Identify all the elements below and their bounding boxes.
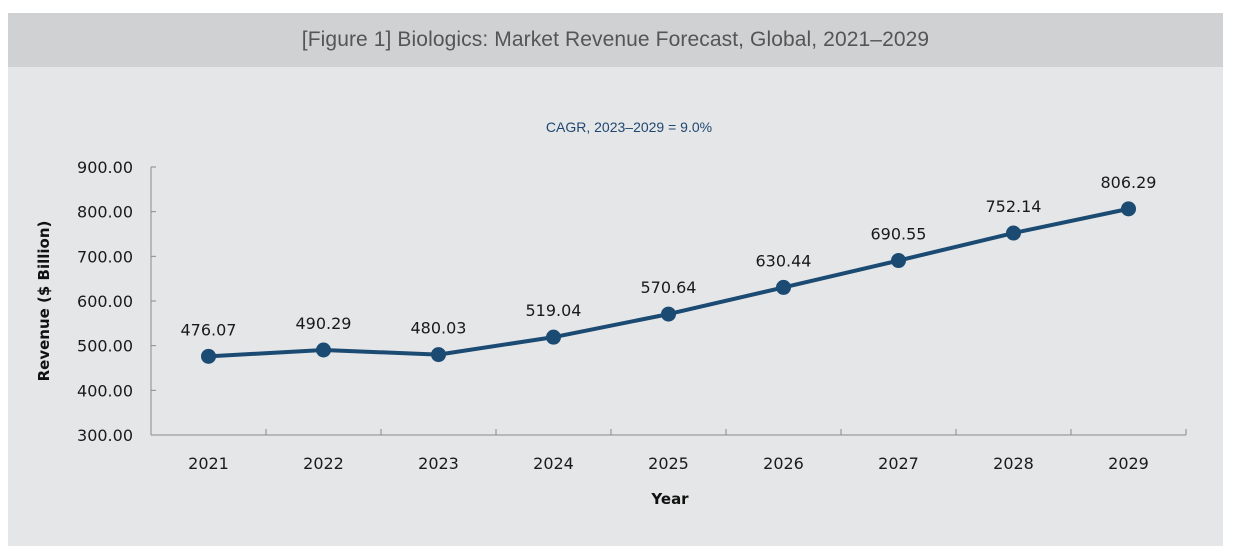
x-tick-label: 2021 [188, 454, 229, 473]
x-tick-label: 2027 [878, 454, 919, 473]
figure-title: [Figure 1] Biologics: Market Revenue For… [301, 28, 930, 51]
figure-panel: [Figure 1] Biologics: Market Revenue For… [8, 13, 1223, 546]
y-tick-label: 300.00 [77, 426, 133, 445]
data-point [431, 347, 446, 363]
y-tick-label: 900.00 [77, 158, 133, 177]
series-revenue: 476.07 490.29 480.03 519.04 570.64 630.44 690.… [181, 173, 1157, 364]
x-tick-label: 2022 [303, 454, 344, 473]
data-label: 490.29 [296, 314, 352, 333]
x-tick-label: 2026 [763, 454, 804, 473]
data-point [891, 253, 906, 269]
data-point [661, 306, 676, 322]
x-tick-label: 2023 [418, 454, 459, 473]
data-label: 519.04 [526, 301, 582, 320]
x-axis: 2021 2022 2023 2024 2025 2026 2027 2028 2029 [151, 429, 1187, 473]
data-label: 752.14 [986, 197, 1042, 216]
figure-header: [Figure 1] Biologics: Market Revenue For… [8, 13, 1223, 67]
x-tick-label: 2029 [1108, 454, 1149, 473]
x-axis-title: Year [650, 490, 689, 508]
y-axis: 300.00 400.00 500.00 600.00 700.00 800.00 900.… [77, 158, 156, 445]
y-tick-label: 700.00 [77, 247, 133, 266]
y-tick-label: 500.00 [77, 337, 133, 356]
data-point [316, 342, 331, 358]
data-label: 690.55 [871, 225, 927, 244]
x-tick-label: 2024 [533, 454, 574, 473]
y-tick-label: 400.00 [77, 381, 133, 400]
data-label: 480.03 [411, 319, 467, 338]
y-tick-label: 800.00 [77, 203, 133, 222]
data-label: 570.64 [641, 278, 697, 297]
y-tick-label: 600.00 [77, 292, 133, 311]
y-axis-title: Revenue ($ Billion) [35, 221, 53, 382]
data-point [201, 348, 216, 364]
data-point [1121, 201, 1136, 217]
data-label: 476.07 [181, 320, 237, 339]
x-tick-label: 2025 [648, 454, 689, 473]
data-point [1006, 225, 1021, 241]
data-label: 806.29 [1101, 173, 1157, 192]
data-label: 630.44 [756, 251, 812, 270]
data-point [546, 329, 561, 345]
chart-subtitle: CAGR, 2023–2029 = 9.0% [546, 119, 712, 135]
x-tick-label: 2028 [993, 454, 1034, 473]
data-point [776, 279, 791, 295]
